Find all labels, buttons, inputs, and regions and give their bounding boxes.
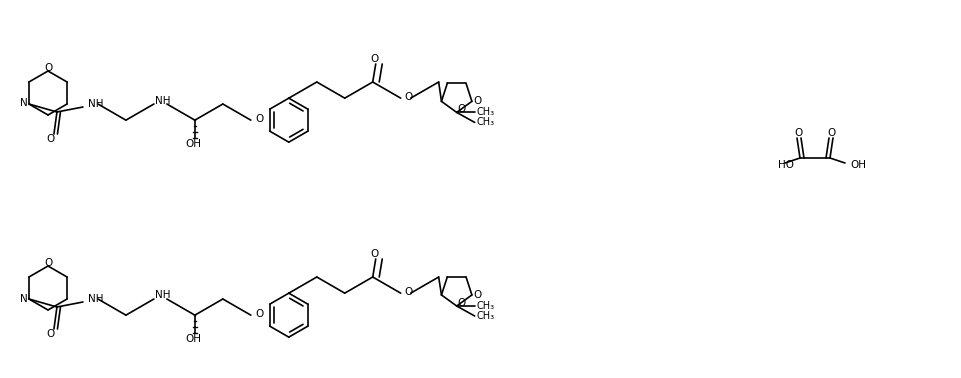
Text: O: O <box>47 329 55 339</box>
Text: N: N <box>19 99 28 108</box>
Text: NH: NH <box>155 96 170 105</box>
Text: O: O <box>370 249 378 259</box>
Text: O: O <box>370 54 378 64</box>
Text: O: O <box>794 128 801 138</box>
Text: OH: OH <box>185 139 202 149</box>
Text: HO: HO <box>777 160 793 170</box>
Text: CH₃: CH₃ <box>477 311 494 321</box>
Text: O: O <box>405 287 412 297</box>
Text: O: O <box>44 63 52 73</box>
Text: O: O <box>256 114 263 124</box>
Text: CH₃: CH₃ <box>477 118 494 127</box>
Text: NH: NH <box>87 99 104 109</box>
Text: O: O <box>473 96 480 106</box>
Text: NH: NH <box>87 294 104 304</box>
Text: O: O <box>256 309 263 319</box>
Text: O: O <box>457 298 465 308</box>
Text: O: O <box>47 134 55 144</box>
Text: OH: OH <box>850 160 865 170</box>
Text: O: O <box>473 290 480 300</box>
Text: CH₃: CH₃ <box>477 301 494 311</box>
Text: OH: OH <box>185 334 202 344</box>
Text: O: O <box>826 128 835 138</box>
Text: NH: NH <box>155 291 170 301</box>
Text: CH₃: CH₃ <box>477 107 494 118</box>
Text: O: O <box>457 104 465 115</box>
Text: N: N <box>19 293 28 304</box>
Text: O: O <box>44 258 52 268</box>
Text: O: O <box>405 91 412 102</box>
